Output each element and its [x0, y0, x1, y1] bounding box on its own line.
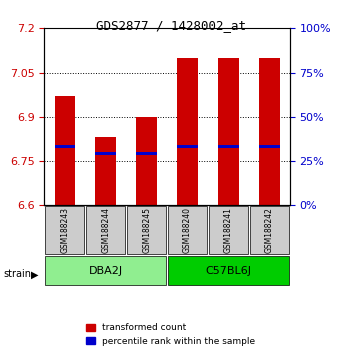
- Bar: [136, 117, 157, 205]
- FancyBboxPatch shape: [86, 206, 125, 255]
- Text: GSM188243: GSM188243: [60, 207, 69, 253]
- Text: DBA2J: DBA2J: [89, 266, 123, 276]
- FancyBboxPatch shape: [45, 256, 166, 285]
- Text: GSM188244: GSM188244: [101, 207, 110, 253]
- FancyBboxPatch shape: [209, 206, 248, 255]
- Bar: [177, 144, 198, 148]
- Text: GSM188242: GSM188242: [265, 207, 274, 253]
- FancyBboxPatch shape: [127, 206, 166, 255]
- Text: GDS2877 / 1428002_at: GDS2877 / 1428002_at: [95, 19, 246, 33]
- Bar: [259, 144, 280, 148]
- FancyBboxPatch shape: [250, 206, 289, 255]
- FancyBboxPatch shape: [45, 206, 85, 255]
- Bar: [95, 152, 116, 155]
- Text: C57BL6J: C57BL6J: [206, 266, 251, 276]
- Bar: [55, 96, 75, 205]
- Bar: [136, 152, 157, 155]
- Bar: [218, 144, 239, 148]
- Bar: [177, 58, 198, 205]
- Text: ▶: ▶: [31, 269, 38, 279]
- Text: GSM188240: GSM188240: [183, 207, 192, 253]
- FancyBboxPatch shape: [168, 206, 207, 255]
- FancyBboxPatch shape: [168, 256, 289, 285]
- Bar: [218, 58, 239, 205]
- Text: GSM188245: GSM188245: [142, 207, 151, 253]
- Text: strain: strain: [3, 269, 31, 279]
- Bar: [95, 137, 116, 205]
- Bar: [55, 144, 75, 148]
- Text: GSM188241: GSM188241: [224, 207, 233, 253]
- Legend: transformed count, percentile rank within the sample: transformed count, percentile rank withi…: [82, 320, 259, 349]
- Bar: [259, 58, 280, 205]
